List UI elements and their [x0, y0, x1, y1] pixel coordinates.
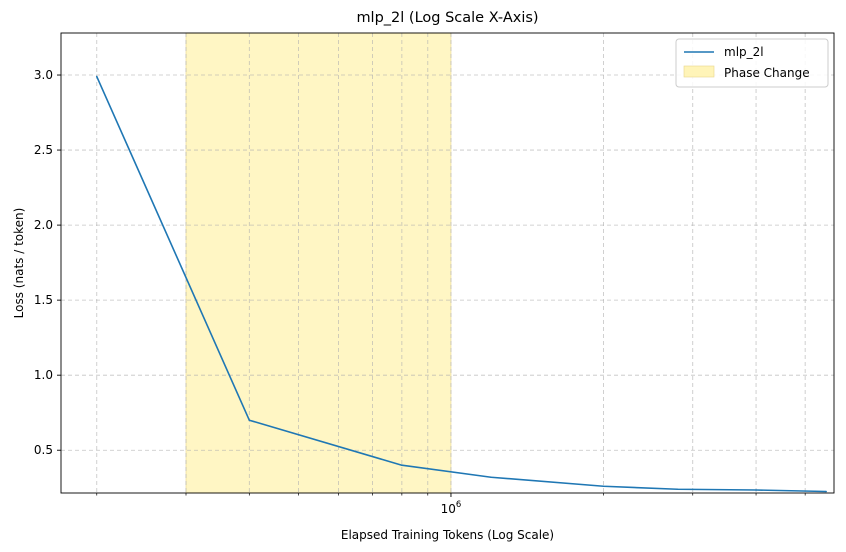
legend: mlp_2l Phase Change: [675, 38, 829, 88]
data-point: [401, 464, 403, 467]
legend-span-swatch: [683, 65, 715, 78]
data-point: [825, 490, 827, 493]
data-point: [602, 485, 605, 488]
y-tick-label: 3.0: [34, 68, 53, 82]
phase-change-span: [185, 32, 452, 494]
data-point: [490, 476, 492, 479]
plot-frame: [60, 32, 835, 494]
y-tick-label: 1.0: [34, 368, 53, 382]
x-tick-exponent: 6: [456, 500, 461, 510]
x-axis-label: Elapsed Training Tokens (Log Scale): [341, 528, 554, 542]
legend-label: mlp_2l: [724, 45, 764, 59]
data-point: [676, 488, 679, 491]
data-point: [248, 419, 251, 422]
y-tick-label: 2.0: [34, 218, 53, 232]
x-tick-label: 106: [441, 500, 462, 516]
series-line-mlp_2l: [96, 76, 827, 493]
y-axis-label: Loss (nats / token): [12, 208, 26, 319]
y-tick-label: 1.5: [34, 293, 53, 307]
y-tick-label: 0.5: [34, 443, 53, 457]
data-point: [755, 489, 757, 491]
legend-label: Phase Change: [724, 66, 810, 80]
y-tick-label: 2.5: [34, 143, 53, 157]
data-point: [95, 75, 98, 78]
chart-title: mlp_2l (Log Scale X-Axis): [356, 10, 538, 26]
